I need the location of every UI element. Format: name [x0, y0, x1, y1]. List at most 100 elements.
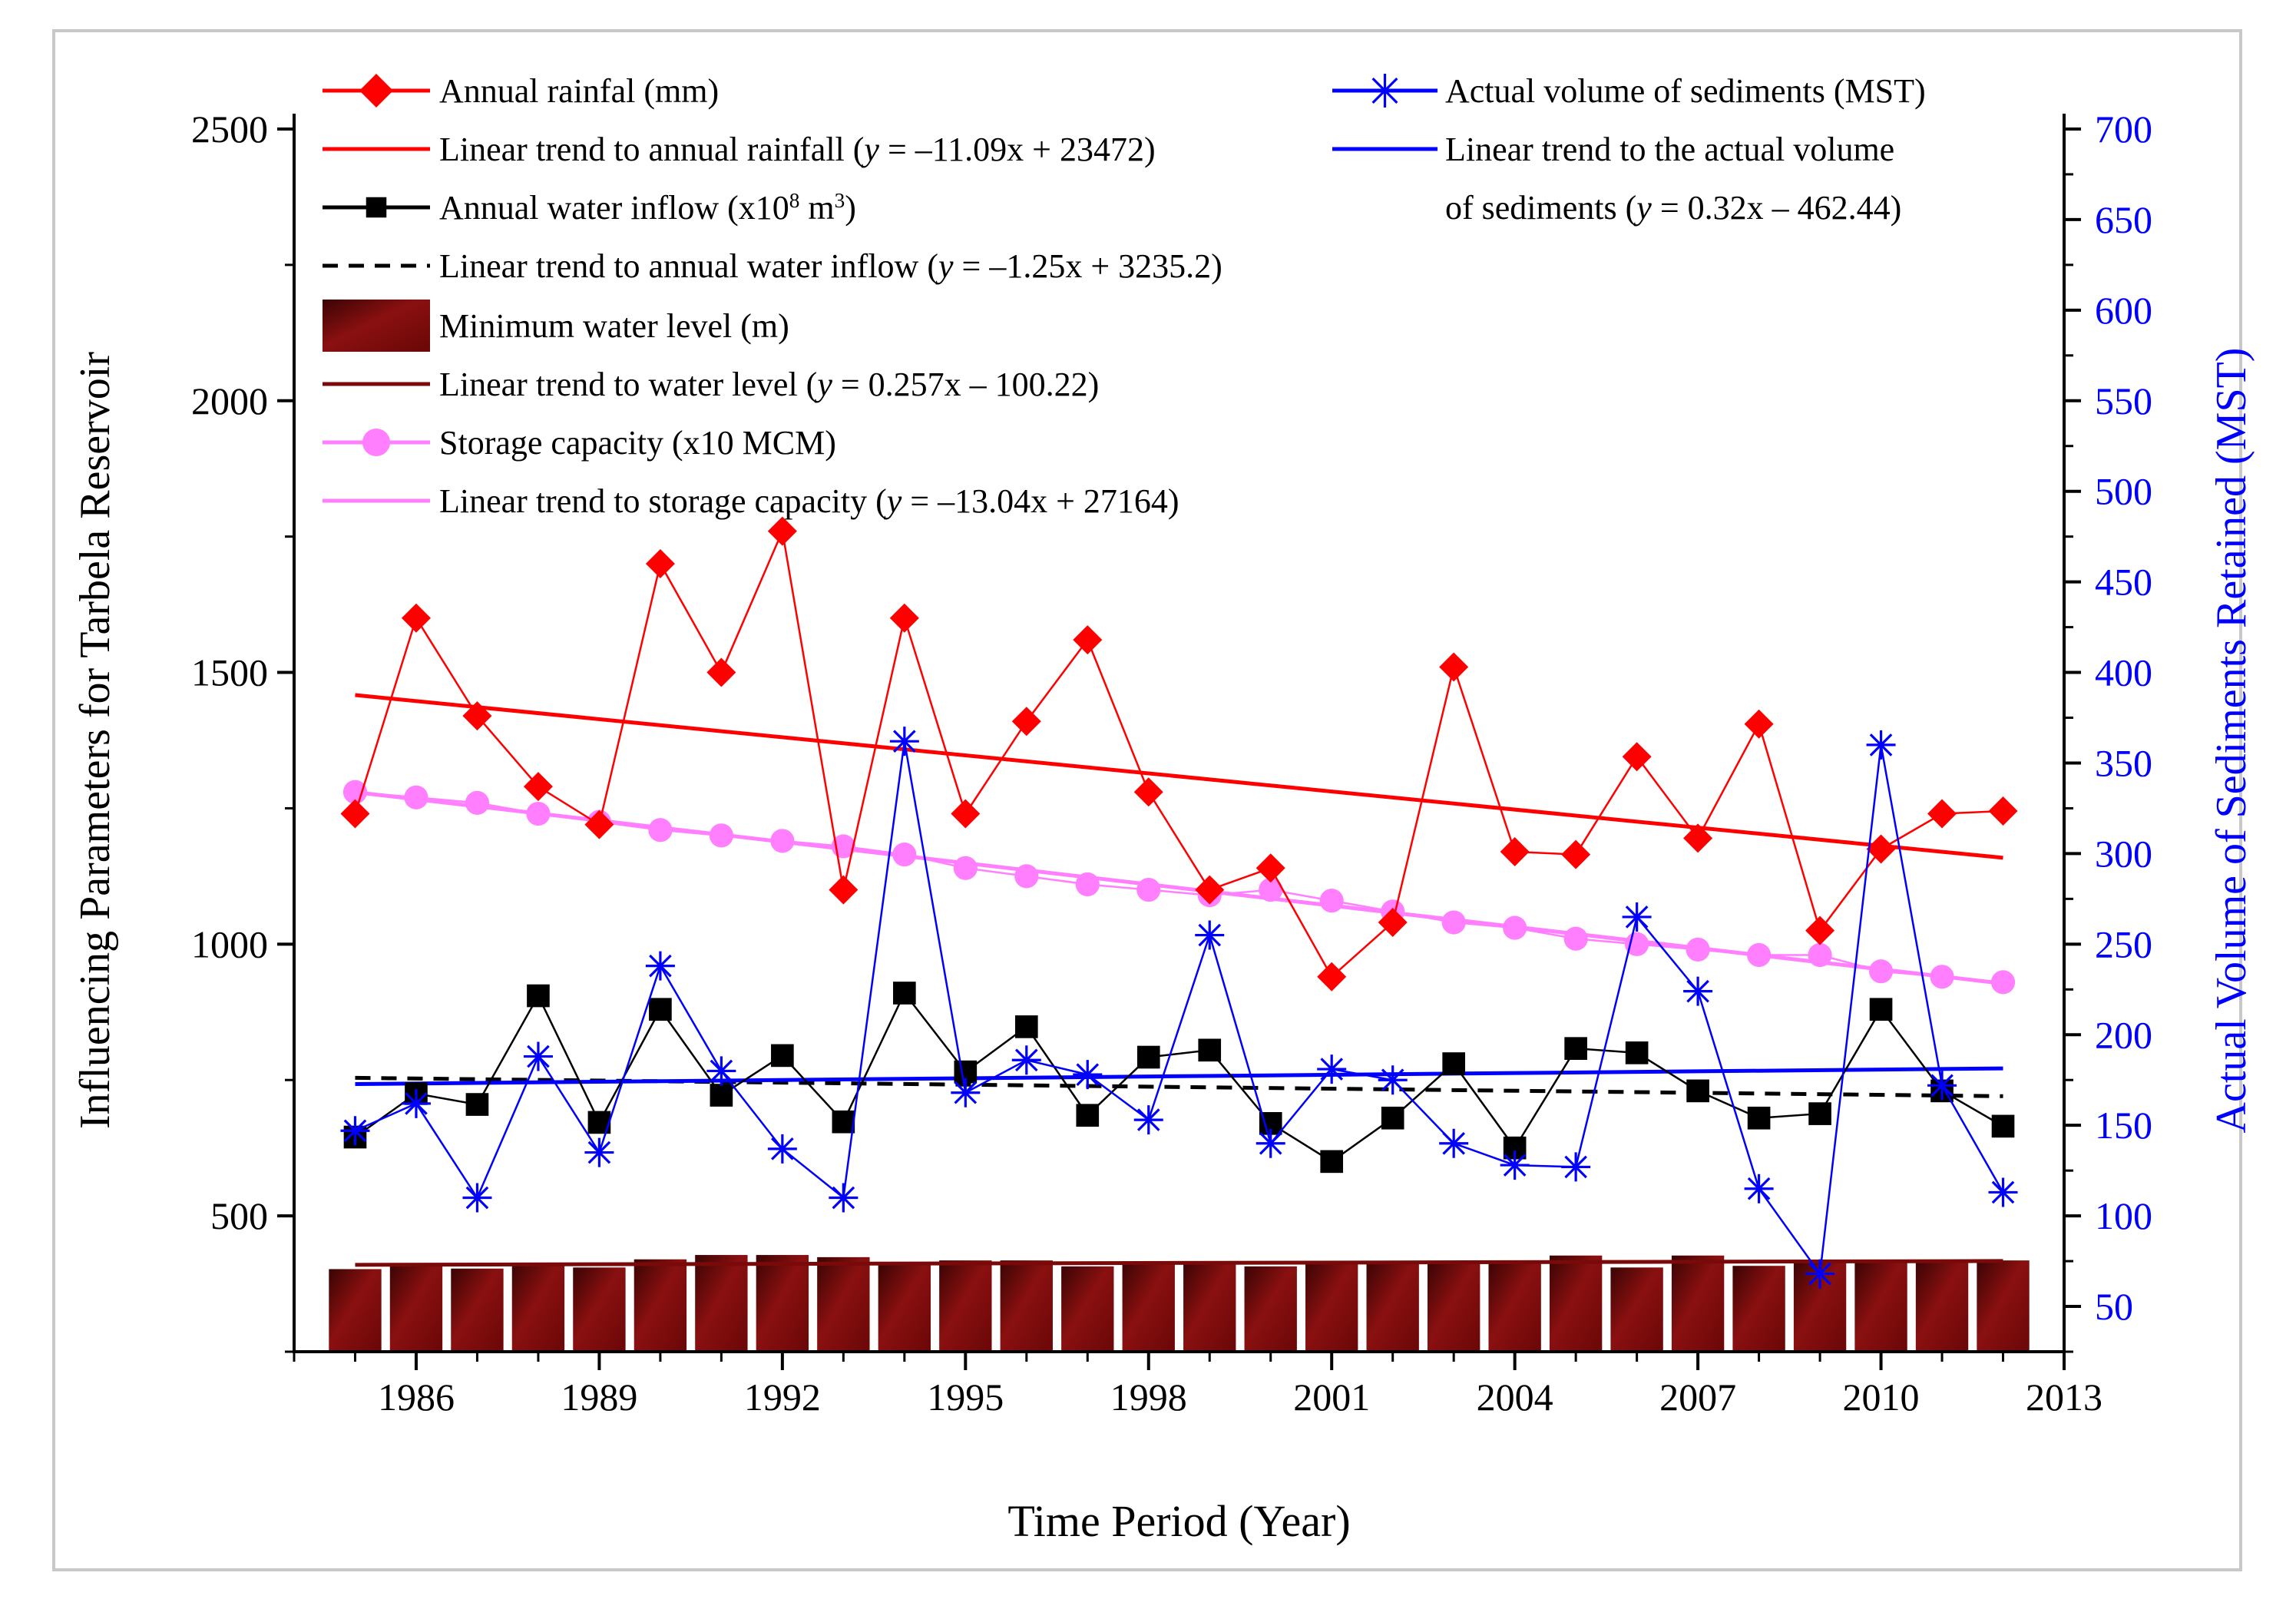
diamond-marker [359, 74, 393, 108]
circle-marker [709, 823, 733, 848]
diamond-marker [706, 657, 736, 687]
asterisk-marker [1317, 1054, 1347, 1084]
diamond-marker [1988, 796, 2018, 826]
square-marker [1869, 998, 1893, 1021]
bar [1977, 1260, 2030, 1352]
y2-tick-label: 700 [2095, 108, 2152, 151]
legend-text-part: y [935, 247, 954, 285]
circle-marker [648, 818, 673, 843]
legend-text-part: of sediments ( [1445, 189, 1636, 227]
y2-tick-label: 250 [2095, 922, 2152, 965]
asterisk-marker [1683, 976, 1713, 1006]
bar [634, 1259, 687, 1352]
bar [1671, 1255, 1725, 1352]
square-marker [527, 984, 550, 1008]
diamond-marker [1317, 962, 1347, 992]
y-tick-label: 1000 [191, 922, 268, 965]
legend-text-part: Linear trend to the actual volume [1445, 131, 1894, 168]
asterisk-marker [340, 1116, 370, 1146]
legend-bar-swatch [323, 300, 430, 352]
asterisk-marker [1073, 1060, 1103, 1090]
bar [1244, 1266, 1297, 1352]
asterisk-marker [767, 1134, 797, 1164]
y2-tick-label: 300 [2095, 832, 2152, 875]
series-diamond [340, 516, 2018, 992]
square-marker [1136, 1045, 1160, 1069]
legend-text-part: Linear trend to water level ( [439, 366, 817, 403]
diamond-marker [645, 549, 675, 579]
asterisk-marker [1439, 1128, 1469, 1158]
x-tick-label: 1986 [378, 1376, 455, 1419]
bar [1366, 1261, 1419, 1352]
legend-label: Minimum water level (m) [439, 307, 789, 345]
asterisk-marker [951, 1078, 981, 1107]
circle-marker [1014, 864, 1039, 889]
diamond-marker [1744, 709, 1774, 739]
asterisk-marker [462, 1183, 492, 1213]
bar [939, 1260, 992, 1352]
bar [1000, 1260, 1053, 1352]
asterisk-marker [1133, 1105, 1163, 1135]
bar [695, 1255, 748, 1352]
series-circle [342, 780, 2016, 995]
asterisk-marker [401, 1088, 431, 1118]
x-tick-label: 1989 [561, 1376, 637, 1419]
circle-marker [1563, 926, 1588, 951]
diamond-marker [462, 701, 492, 731]
square-marker [1808, 1102, 1831, 1125]
bar [756, 1255, 809, 1352]
asterisk-marker [1378, 1065, 1408, 1095]
legend-text-part: y [861, 131, 879, 168]
y-tick-label: 2000 [191, 379, 268, 422]
square-marker [366, 197, 387, 218]
x-tick-label: 2004 [1477, 1376, 1553, 1419]
y2-tick-label: 350 [2095, 741, 2152, 784]
legend-text-part: Actual volume of sediments (MST) [1445, 72, 1926, 110]
legend-label: Linear trend to water level (y = 0.257x … [439, 366, 1099, 403]
circle-marker [1868, 959, 1894, 984]
y2-tick-label: 100 [2095, 1194, 2152, 1237]
legend-text-part: Linear trend to annual water inflow ( [439, 247, 938, 285]
y2-tick-label: 500 [2095, 470, 2152, 513]
legend-text-part: Storage capacity (x10 MCM) [439, 424, 836, 462]
asterisk-marker [1805, 1259, 1835, 1289]
square-marker [1564, 1037, 1587, 1061]
diamond-marker [1805, 915, 1835, 945]
asterisk-marker [706, 1056, 736, 1086]
y-tick-label: 2500 [191, 108, 268, 151]
bar [329, 1269, 382, 1352]
diamond-marker [951, 799, 981, 829]
bar [1915, 1260, 1969, 1352]
bar [1610, 1267, 1663, 1352]
legend-text-part: = –13.04x + 27164) [902, 482, 1179, 520]
diamond-marker [1561, 839, 1591, 869]
asterisk-marker [1744, 1174, 1774, 1203]
square-marker [1991, 1114, 2015, 1138]
legend-label: Linear trend to annual rainfall (y = –11… [439, 131, 1156, 168]
legend-text-part: Minimum water level (m) [439, 307, 789, 345]
y2-tick-label: 550 [2095, 379, 2152, 422]
diamond-marker [523, 772, 553, 802]
y2-tick-label: 150 [2095, 1104, 2152, 1147]
diamond-marker [1133, 777, 1163, 807]
diamond-marker [1927, 799, 1957, 829]
circle-marker [1808, 942, 1832, 968]
y-tick-label: 500 [210, 1194, 268, 1237]
legend-label: Actual volume of sediments (MST) [1445, 72, 1926, 110]
asterisk-marker [1195, 920, 1225, 950]
asterisk-marker [889, 727, 919, 756]
asterisk-marker [829, 1183, 859, 1213]
diamond-marker [1683, 823, 1713, 853]
series-line [354, 740, 2004, 1276]
diamond-marker [1500, 837, 1530, 867]
bar [573, 1267, 626, 1352]
square-marker [1381, 1106, 1404, 1130]
y2-axis-label: Actual Volume of Sediments Retained (MST… [2208, 348, 2255, 1134]
square-marker [1198, 1038, 1222, 1062]
bar [1488, 1261, 1541, 1352]
asterisk-marker [1622, 902, 1652, 932]
square-marker [465, 1093, 489, 1116]
bar [1122, 1261, 1175, 1352]
circle-marker [342, 780, 368, 804]
